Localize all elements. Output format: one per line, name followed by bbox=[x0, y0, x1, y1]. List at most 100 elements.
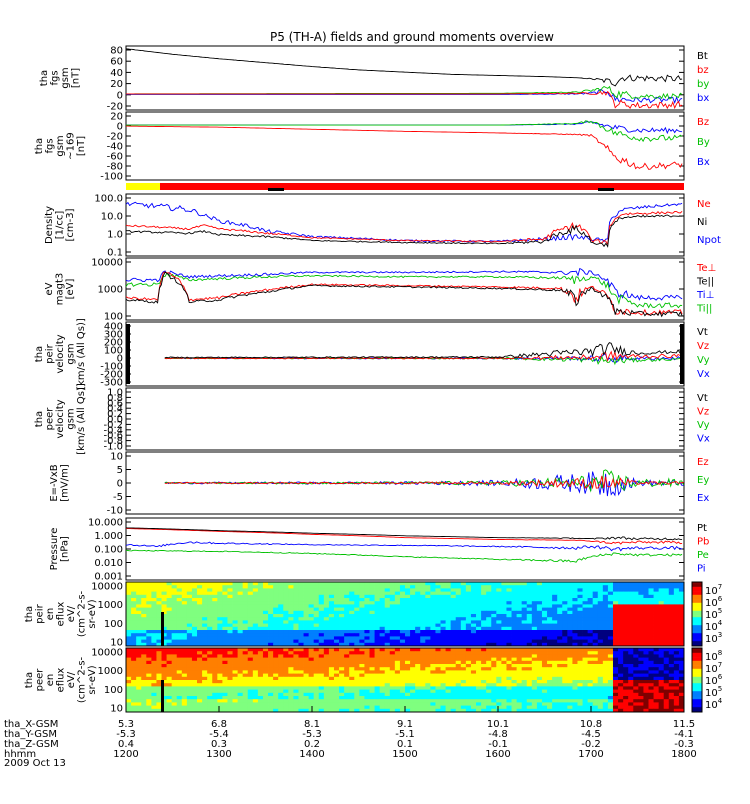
ion-spectrogram-cell bbox=[394, 591, 401, 596]
electron-spectrogram-cell bbox=[369, 696, 375, 700]
electron-spectrogram-cell bbox=[567, 708, 573, 713]
ion-spectrogram-cell bbox=[612, 604, 619, 608]
ion-spectrogram-cell bbox=[126, 591, 132, 596]
electron-spectrogram-cell bbox=[374, 686, 381, 690]
electron-spectrogram-cell bbox=[420, 680, 426, 684]
ion-spectrogram-cell bbox=[212, 582, 218, 586]
electron-colorbar-cell bbox=[692, 659, 702, 662]
ion-spectrogram-cell bbox=[618, 642, 624, 647]
plot-title: P5 (TH-A) fields and ground moments over… bbox=[270, 30, 554, 44]
ion-spectrogram-cell bbox=[410, 614, 416, 618]
ion-spectrogram-cell bbox=[288, 614, 294, 618]
ion-spectrogram-cell bbox=[633, 594, 639, 599]
electron-spectrogram-cell bbox=[607, 664, 614, 668]
electron-spectrogram-cell bbox=[394, 676, 401, 681]
electron-spectrogram-cell bbox=[171, 648, 178, 652]
ion-spectrogram-cell bbox=[420, 617, 426, 621]
ion-spectrogram-cell bbox=[511, 594, 517, 599]
electron-spectrogram-cell bbox=[232, 699, 238, 703]
ion-spectrogram-cell bbox=[394, 617, 401, 621]
electron-spectrogram-cell bbox=[516, 667, 523, 671]
ion-spectrogram-cell bbox=[328, 617, 335, 621]
electron-spectrogram-cell bbox=[607, 667, 614, 671]
ion-spectrogram-cell bbox=[257, 633, 264, 637]
ion-spectrogram-cell bbox=[166, 582, 173, 586]
ion-spectrogram-cell bbox=[141, 604, 147, 608]
ion-spectrogram-cell bbox=[547, 591, 553, 596]
electron-spectrogram-cell bbox=[536, 702, 543, 706]
ion-spectrogram-cell bbox=[552, 601, 558, 605]
electron-spectrogram-cell bbox=[470, 660, 477, 665]
ion-spectrogram-cell bbox=[161, 610, 167, 615]
electron-spectrogram-cell bbox=[222, 676, 228, 681]
ion-spectrogram-cell bbox=[232, 633, 238, 637]
ion-spectrogram-cell bbox=[618, 582, 624, 586]
ion-spectrogram-cell bbox=[450, 610, 457, 615]
ion-colorbar-cell bbox=[692, 593, 702, 596]
electron-spectrogram-cell bbox=[364, 680, 370, 684]
electron-spectrogram-cell bbox=[369, 654, 375, 658]
ion-spectrogram-cell bbox=[369, 617, 375, 621]
electron-spectrogram-cell bbox=[212, 686, 218, 690]
electron-spectrogram-cell bbox=[567, 648, 573, 652]
electron-spectrogram-cell bbox=[470, 673, 477, 678]
electron-spectrogram-cell bbox=[344, 683, 350, 687]
ion-spectrogram-cell bbox=[618, 607, 624, 612]
electron-spectrogram-cell bbox=[146, 680, 152, 684]
electron-spectrogram-cell bbox=[658, 699, 665, 703]
colorbar-exponent: 8 bbox=[718, 649, 722, 657]
ion-spectrogram-cell bbox=[425, 585, 431, 589]
ion-spectrogram-cell bbox=[653, 620, 660, 624]
ion-spectrogram-cell bbox=[643, 620, 649, 624]
electron-spectrogram-cell bbox=[628, 689, 634, 694]
electron-spectrogram-cell bbox=[288, 673, 294, 678]
electron-spectrogram-cell bbox=[171, 686, 178, 690]
ion-spectrogram-cell bbox=[638, 582, 644, 586]
ion-spectrogram-cell bbox=[638, 598, 644, 602]
y-axis-label: [km/s (All Qs)] bbox=[76, 318, 87, 390]
ion-spectrogram-cell bbox=[191, 585, 198, 589]
ion-spectrogram-cell bbox=[237, 582, 244, 586]
electron-spectrogram-cell bbox=[136, 683, 142, 687]
ion-spectrogram-cell bbox=[389, 614, 396, 618]
ion-spectrogram-cell bbox=[384, 642, 391, 647]
ion-spectrogram-cell bbox=[526, 601, 533, 605]
ion-spectrogram-cell bbox=[633, 614, 639, 618]
electron-spectrogram-cell bbox=[496, 683, 502, 687]
electron-spectrogram-cell bbox=[399, 692, 406, 697]
ion-spectrogram-cell bbox=[673, 642, 680, 647]
electron-spectrogram-cell bbox=[344, 708, 350, 713]
ion-spectrogram-cell bbox=[455, 623, 462, 628]
electron-spectrogram-cell bbox=[181, 696, 188, 700]
ion-spectrogram-cell bbox=[262, 642, 269, 647]
electron-spectrogram-cell bbox=[618, 696, 624, 700]
ion-spectrogram-cell bbox=[577, 614, 583, 618]
electron-spectrogram-cell bbox=[151, 664, 157, 668]
ion-spectrogram-cell bbox=[577, 588, 583, 592]
ion-spectrogram-cell bbox=[653, 610, 660, 615]
electron-spectrogram-cell bbox=[420, 702, 426, 706]
ion-spectrogram-cell bbox=[663, 620, 670, 624]
electron-spectrogram-cell bbox=[283, 654, 289, 658]
electron-spectrogram-cell bbox=[131, 660, 137, 665]
electron-spectrogram-cell bbox=[602, 699, 609, 703]
electron-spectrogram-cell bbox=[181, 676, 188, 681]
electron-spectrogram-cell bbox=[384, 670, 391, 674]
ion-spectrogram-cell bbox=[354, 633, 360, 637]
ion-spectrogram-cell bbox=[273, 620, 279, 624]
electron-spectrogram-cell bbox=[552, 692, 558, 697]
electron-spectrogram-cell bbox=[557, 699, 563, 703]
electron-spectrogram-cell bbox=[186, 702, 193, 706]
electron-spectrogram-cell bbox=[481, 660, 487, 665]
electron-spectrogram-cell bbox=[430, 670, 436, 674]
electron-spectrogram-cell bbox=[638, 702, 644, 706]
electron-spectrogram-cell bbox=[202, 705, 208, 710]
electron-spectrogram-cell bbox=[470, 689, 477, 694]
electron-spectrogram-cell bbox=[420, 648, 426, 652]
electron-spectrogram-cell bbox=[323, 667, 330, 671]
ion-spectrogram-cell bbox=[410, 607, 416, 612]
electron-spectrogram-cell bbox=[658, 660, 665, 665]
electron-spectrogram-cell bbox=[450, 657, 457, 662]
electron-spectrogram-cell bbox=[618, 651, 624, 655]
electron-spectrogram-cell bbox=[288, 651, 294, 655]
